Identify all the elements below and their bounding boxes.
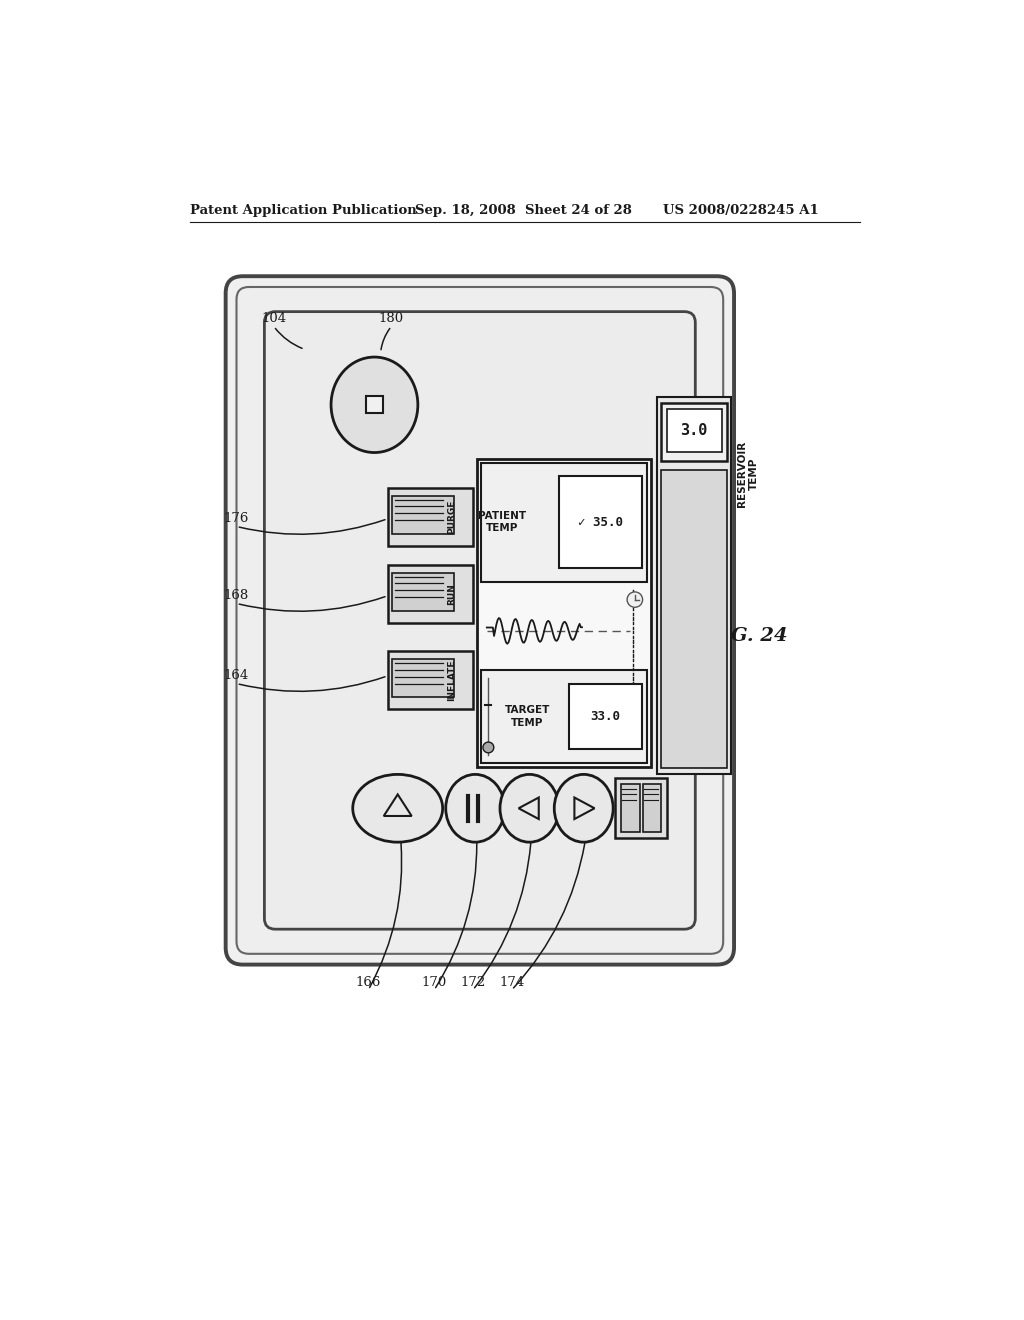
Text: 168: 168 — [224, 589, 249, 602]
Bar — [477, 459, 651, 767]
Text: TARGET
TEMP: TARGET TEMP — [505, 705, 550, 727]
FancyBboxPatch shape — [225, 276, 734, 965]
Bar — [388, 565, 473, 623]
Text: 3.0: 3.0 — [681, 422, 708, 438]
Text: RUN: RUN — [447, 583, 456, 605]
Text: INFLATE: INFLATE — [447, 659, 456, 701]
Text: 176: 176 — [224, 512, 249, 525]
Bar — [559, 477, 642, 568]
Bar — [621, 784, 640, 832]
Circle shape — [483, 742, 494, 752]
Text: 170: 170 — [422, 975, 446, 989]
Ellipse shape — [352, 775, 442, 842]
Bar — [392, 496, 455, 535]
Bar — [662, 404, 727, 461]
FancyBboxPatch shape — [264, 312, 695, 929]
Bar — [388, 651, 473, 709]
Text: 104: 104 — [261, 312, 287, 325]
Ellipse shape — [331, 358, 418, 453]
Bar — [392, 573, 455, 611]
Bar — [662, 470, 727, 768]
Text: 174: 174 — [499, 975, 524, 989]
Text: PATIENT
TEMP: PATIENT TEMP — [478, 511, 526, 533]
Text: RESERVOIR
TEMP: RESERVOIR TEMP — [737, 441, 759, 507]
Text: 33.0: 33.0 — [591, 710, 621, 723]
Ellipse shape — [554, 775, 613, 842]
Bar — [614, 779, 668, 838]
Text: 172: 172 — [460, 975, 485, 989]
Text: Patent Application Publication: Patent Application Publication — [190, 205, 417, 218]
Bar — [643, 784, 662, 832]
Text: PURGE: PURGE — [447, 500, 456, 535]
Ellipse shape — [445, 775, 505, 842]
Text: 166: 166 — [355, 975, 381, 989]
Bar — [569, 684, 642, 748]
Text: 164: 164 — [224, 669, 249, 682]
Text: US 2008/0228245 A1: US 2008/0228245 A1 — [663, 205, 818, 218]
Ellipse shape — [500, 775, 559, 842]
Bar — [480, 462, 647, 582]
Bar — [480, 671, 647, 763]
Text: 180: 180 — [379, 312, 404, 325]
Bar — [657, 397, 731, 775]
Bar — [392, 659, 455, 697]
Bar — [667, 409, 722, 451]
Text: ✓ 35.0: ✓ 35.0 — [579, 516, 623, 529]
Bar — [366, 396, 383, 413]
Text: FIG. 24: FIG. 24 — [709, 627, 787, 644]
Text: Sep. 18, 2008  Sheet 24 of 28: Sep. 18, 2008 Sheet 24 of 28 — [415, 205, 632, 218]
Circle shape — [627, 591, 643, 607]
FancyBboxPatch shape — [237, 286, 723, 954]
Bar — [388, 488, 473, 545]
